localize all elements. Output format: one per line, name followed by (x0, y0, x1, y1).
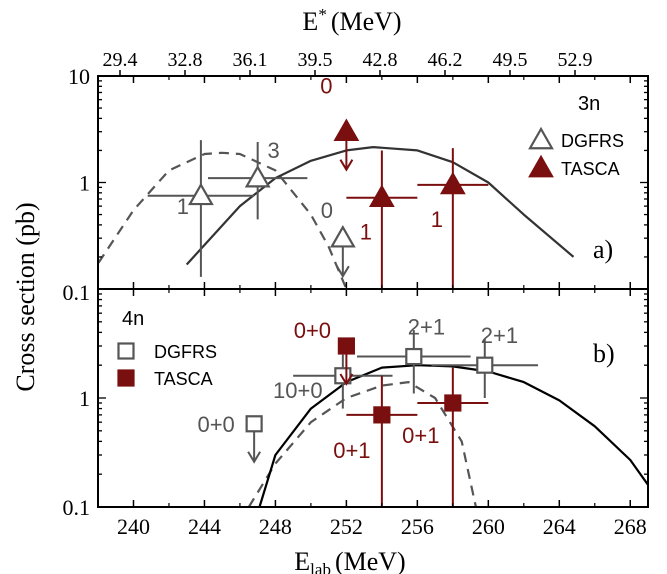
top-axis-label: E* (MeV) (302, 5, 401, 36)
legend-title-4n: 4n (122, 308, 144, 330)
top-axis-tick-label: 42.8 (363, 49, 398, 71)
legend-marker-dgfrs (528, 126, 554, 150)
data-point (444, 394, 462, 412)
data-point (188, 182, 214, 206)
point-count-label: 1 (177, 194, 189, 219)
point-count-label: 2+1 (408, 315, 445, 340)
legend-marker-tasca (528, 154, 554, 178)
data-point (244, 164, 271, 188)
point-count-label: 1 (360, 220, 372, 245)
upper-limit-arrow-head (339, 373, 354, 386)
point-count-label: 1 (431, 207, 443, 232)
top-axis-tick-label: 32.8 (168, 49, 203, 71)
solid-curve-4n (258, 364, 648, 507)
upper-limit-arrow-head (335, 265, 350, 279)
top-axis-tick-label: 39.5 (298, 49, 333, 71)
x-tick-label: 256 (401, 514, 434, 539)
x-axis-label-main: E (294, 547, 310, 574)
data-point (368, 184, 395, 208)
top-axis-tick-label: 49.5 (493, 49, 528, 71)
data-point (439, 171, 466, 195)
legend-marker-dgfrs (117, 342, 135, 360)
x-tick-label: 268 (614, 514, 647, 539)
top-axis-label-sup: * (318, 5, 327, 24)
top-axis-label-main: E (302, 7, 318, 36)
legend-label-dgfrs: DGFRS (561, 131, 624, 151)
upper-limit-point (329, 224, 356, 248)
point-count-label: 0+1 (402, 423, 439, 448)
x-tick-label: 248 (259, 514, 292, 539)
top-axis-tick-label: 52.9 (558, 49, 593, 71)
x-tick-label: 260 (472, 514, 505, 539)
panel-tag-b: b) (593, 339, 615, 368)
legend-marker-tasca (117, 369, 135, 387)
y-tick-label: 0.1 (63, 280, 91, 305)
panel-frame-b (97, 288, 649, 508)
upper-limit-point (337, 337, 355, 355)
x-tick-label: 240 (117, 514, 150, 539)
y-tick-label: 10 (68, 64, 90, 89)
axis-labels: Cross section (pb) Elab (MeV) E* (MeV) (11, 5, 406, 574)
dashed-curve-3n (98, 151, 348, 289)
legend-label-dgfrs: DGFRS (154, 342, 217, 362)
point-count-label: 2+1 (481, 323, 518, 348)
upper-limit-label: 0 (321, 198, 333, 223)
point-count-label: 0+1 (333, 438, 370, 463)
upper-limit-arrow-head (247, 451, 261, 464)
data-point (476, 356, 494, 374)
x-tick-label: 264 (543, 514, 576, 539)
legend-label-tasca: TASCA (154, 369, 213, 389)
upper-limit-arrow-head (339, 159, 354, 172)
upper-limit-label: 0+0 (294, 318, 331, 343)
y-tick-label: 0.1 (63, 495, 91, 520)
point-count-label: 10+0 (273, 378, 323, 403)
legend-label-tasca: TASCA (561, 159, 620, 179)
data-point (373, 406, 391, 424)
y-axis-label: Cross section (pb) (11, 202, 40, 391)
panel-frame-a (97, 75, 649, 290)
upper-limit-label: 0+0 (197, 412, 234, 437)
x-axis-label-sub: lab (310, 560, 331, 574)
upper-limit-point (245, 415, 263, 433)
x-tick-label: 252 (330, 514, 363, 539)
panel-tag-a: a) (593, 235, 613, 264)
point-count-label: 3 (268, 138, 280, 163)
legend-title-3n: 3n (578, 93, 600, 115)
y-tick-label: 1 (79, 386, 90, 411)
y-tick-label: 1 (79, 171, 90, 196)
top-axis-tick-label: 29.4 (103, 49, 138, 71)
top-axis-tick-label: 36.1 (233, 49, 268, 71)
x-tick-label: 244 (188, 514, 221, 539)
axes: 240 244 248 252 256 260 264 268 29.4 32.8 36.1 39.5… (63, 49, 649, 539)
upper-limit-label: 0 (320, 74, 332, 99)
upper-limit-point (333, 118, 360, 142)
x-axis-label-unit: (MeV) (335, 547, 406, 574)
data-point (405, 347, 423, 366)
top-axis-label-unit: (MeV) (331, 7, 402, 36)
x-axis-label: Elab (MeV) (294, 547, 405, 574)
top-axis-tick-label: 46.2 (428, 49, 463, 71)
data-points: 1 3 0 1 1 0 10+0 2+1 2+1 0+0 0+1 0+1 0+0 (147, 74, 538, 507)
